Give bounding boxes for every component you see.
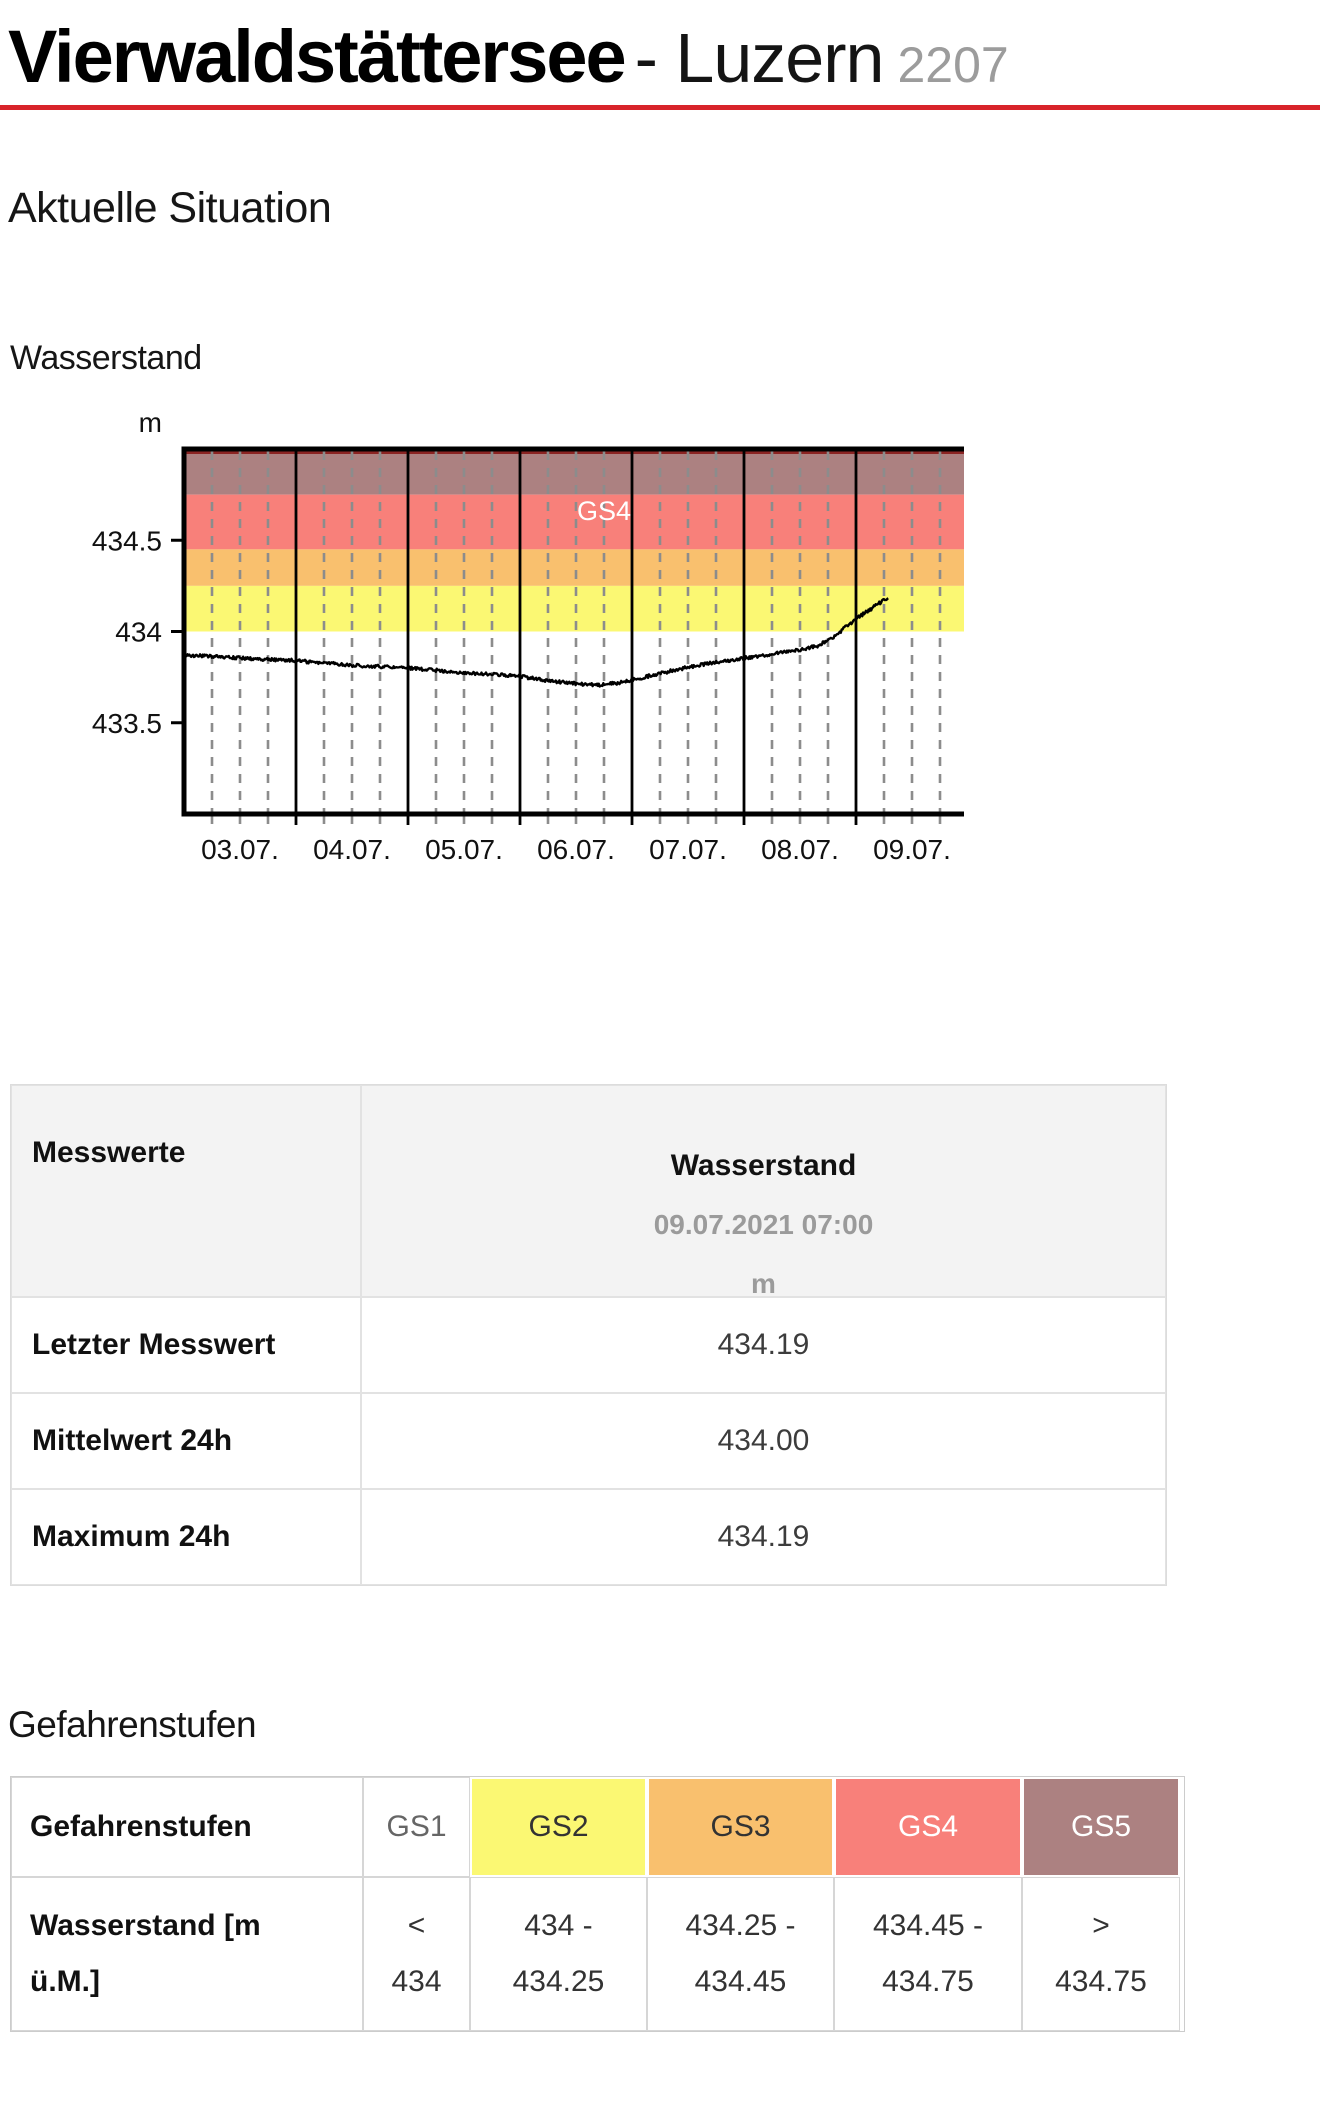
svg-text:m: m xyxy=(139,407,162,438)
water-level-chart-svg: GS4 434.5 434 433.5 m 03.07. 04.07. 05.07. 06.07… xyxy=(92,407,964,865)
danger-level-gs4-header: GS4 xyxy=(834,1777,1022,1877)
measurements-header-parameter: Wasserstand 09.07.2021 07:00 m xyxy=(361,1085,1166,1299)
danger-table-row-label: Wasserstand [m ü.M.] xyxy=(11,1877,363,2031)
table-row-value: 434.00 xyxy=(361,1393,1166,1489)
table-row-value: 434.19 xyxy=(361,1489,1166,1585)
chart-heading: Wasserstand xyxy=(10,339,202,377)
page-title: Vierwaldstättersee - Luzern 2207 xyxy=(0,0,1320,110)
svg-text:433.5: 433.5 xyxy=(92,708,162,739)
measurement-unit: m xyxy=(751,1268,776,1299)
danger-level-gs2-header: GS2 xyxy=(470,1777,647,1877)
danger-level-gs1-header: GS1 xyxy=(363,1777,470,1877)
parameter-name: Wasserstand xyxy=(670,1149,857,1182)
table-row-label: Mittelwert 24h xyxy=(11,1393,361,1489)
svg-text:434: 434 xyxy=(115,617,162,648)
danger-levels-heading: Gefahrenstufen xyxy=(8,1704,257,1745)
danger-table-header-label: Gefahrenstufen xyxy=(11,1777,363,1877)
danger-level-gs4-range: 434.45 - 434.75 xyxy=(834,1877,1022,2031)
station-name: Vierwaldstättersee xyxy=(8,15,627,98)
danger-level-gs3-range: 434.25 - 434.45 xyxy=(647,1877,834,2031)
svg-text:434.5: 434.5 xyxy=(92,525,162,556)
svg-text:03.07.: 03.07. xyxy=(201,834,279,865)
measurements-table: Messwerte Wasserstand 09.07.2021 07:00 m… xyxy=(10,1084,1167,1586)
svg-text:09.07.: 09.07. xyxy=(873,834,951,865)
danger-level-gs5-header: GS5 xyxy=(1022,1777,1180,1877)
svg-text:05.07.: 05.07. xyxy=(425,834,503,865)
water-level-chart: GS4 434.5 434 433.5 m 03.07. 04.07. 05.07. 06.07… xyxy=(64,404,1320,924)
station-number: 2207 xyxy=(897,37,1009,93)
station-location: - Luzern xyxy=(634,19,885,97)
danger-levels-table: Gefahrenstufen GS1 GS2 GS3 GS4 GS5 Wasse… xyxy=(10,1776,1185,2032)
table-row-value: 434.19 xyxy=(361,1297,1166,1393)
section-heading: Aktuelle Situation xyxy=(8,184,332,232)
measurement-timestamp: 09.07.2021 07:00 xyxy=(653,1209,874,1240)
svg-text:04.07.: 04.07. xyxy=(313,834,391,865)
svg-text:07.07.: 07.07. xyxy=(649,834,727,865)
danger-level-gs2-range: 434 - 434.25 xyxy=(470,1877,647,2031)
svg-text:06.07.: 06.07. xyxy=(537,834,615,865)
danger-level-gs5-range: > 434.75 xyxy=(1022,1877,1180,2031)
danger-level-gs3-header: GS3 xyxy=(647,1777,834,1877)
table-row-label: Letzter Messwert xyxy=(11,1297,361,1393)
danger-level-gs1-range: < 434 xyxy=(363,1877,470,2031)
svg-text:GS4: GS4 xyxy=(577,496,631,526)
svg-text:08.07.: 08.07. xyxy=(761,834,839,865)
table-row-label: Maximum 24h xyxy=(11,1489,361,1585)
measurements-header-label: Messwerte xyxy=(11,1085,361,1297)
